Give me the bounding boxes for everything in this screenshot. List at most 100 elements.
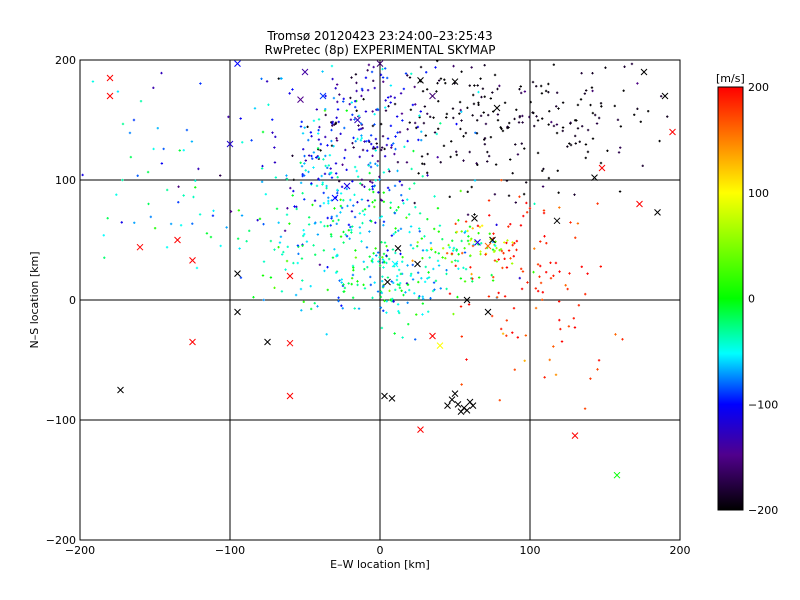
- data-point: [401, 119, 404, 122]
- data-point: [416, 241, 419, 244]
- data-point: [413, 201, 416, 205]
- data-point: [382, 223, 385, 227]
- data-point: [296, 244, 300, 247]
- data-point: [417, 172, 420, 175]
- data-point: [461, 251, 464, 255]
- data-point: [178, 149, 181, 152]
- data-point: [194, 179, 197, 183]
- data-point: [165, 188, 169, 192]
- data-point: [389, 201, 392, 204]
- data-point: [396, 160, 400, 164]
- data-point: [424, 265, 427, 269]
- data-point: [552, 124, 556, 128]
- data-point: [519, 267, 523, 271]
- data-point: [406, 301, 409, 305]
- data-point: [470, 185, 473, 189]
- data-point: [474, 131, 477, 134]
- x-marker-point: [417, 426, 424, 433]
- data-point: [636, 107, 639, 111]
- data-point: [334, 87, 337, 90]
- data-point: [547, 176, 551, 180]
- data-point: [384, 109, 388, 112]
- data-point: [507, 225, 510, 228]
- x-marker-point: [553, 217, 561, 225]
- data-point: [379, 73, 383, 77]
- data-point: [356, 283, 359, 287]
- data-point: [561, 126, 565, 129]
- data-point: [353, 118, 356, 121]
- data-point: [566, 145, 569, 148]
- data-point: [343, 126, 346, 130]
- data-point: [600, 105, 603, 108]
- data-point: [395, 209, 398, 212]
- data-point: [194, 186, 197, 189]
- data-point: [573, 35, 575, 37]
- x-ticks: −200 −100 0 100 200: [65, 544, 691, 557]
- data-point: [432, 267, 435, 271]
- data-point: [459, 189, 462, 193]
- data-point: [497, 258, 500, 261]
- data-point: [511, 171, 514, 175]
- data-point: [565, 55, 567, 57]
- data-point: [490, 314, 494, 318]
- data-point: [381, 285, 385, 288]
- data-point: [379, 306, 383, 309]
- data-point: [417, 280, 420, 284]
- data-point: [429, 297, 432, 300]
- data-point: [301, 132, 305, 135]
- data-point: [350, 101, 353, 104]
- data-point: [301, 279, 304, 282]
- data-point: [304, 159, 307, 162]
- data-point: [326, 288, 329, 292]
- data-point: [408, 230, 411, 234]
- data-point: [317, 156, 320, 159]
- data-point: [470, 237, 473, 240]
- data-point: [518, 87, 521, 91]
- data-point: [491, 248, 495, 251]
- data-point: [381, 146, 384, 149]
- data-point: [356, 280, 359, 283]
- data-point: [269, 276, 273, 279]
- data-point: [423, 105, 427, 108]
- data-point: [519, 85, 522, 88]
- data-point: [381, 258, 385, 261]
- data-point: [371, 257, 374, 261]
- data-point: [541, 117, 544, 120]
- data-point: [401, 336, 404, 339]
- data-point: [428, 256, 431, 259]
- data-point: [426, 171, 429, 175]
- data-point: [544, 89, 548, 93]
- data-point: [596, 202, 599, 205]
- data-point: [540, 92, 544, 95]
- data-point: [408, 288, 411, 292]
- data-point: [357, 124, 360, 127]
- data-point: [498, 399, 501, 402]
- data-point: [417, 138, 420, 142]
- data-point: [338, 279, 341, 282]
- data-point: [335, 222, 338, 226]
- x-marker-point: [429, 332, 436, 340]
- data-point: [427, 271, 430, 274]
- data-point: [415, 126, 418, 130]
- data-point: [315, 108, 319, 111]
- data-point: [318, 263, 322, 266]
- data-point: [192, 195, 195, 199]
- data-point: [549, 276, 553, 280]
- data-point: [547, 123, 550, 126]
- data-point: [566, 287, 569, 291]
- data-point: [381, 279, 384, 283]
- data-point: [388, 289, 391, 293]
- data-point: [396, 169, 399, 173]
- data-point: [331, 77, 334, 81]
- data-point: [380, 199, 384, 202]
- data-point: [477, 103, 480, 107]
- data-point: [496, 113, 500, 116]
- data-point: [576, 103, 580, 107]
- data-point: [618, 190, 622, 193]
- data-point: [354, 249, 357, 252]
- data-point: [499, 327, 503, 331]
- data-point: [120, 221, 123, 224]
- data-point: [292, 178, 296, 182]
- data-point: [386, 186, 390, 190]
- data-point: [418, 230, 421, 233]
